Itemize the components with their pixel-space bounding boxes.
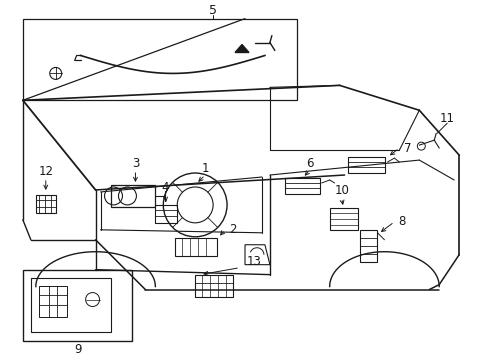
Polygon shape [235,45,248,53]
Text: 3: 3 [131,157,139,170]
Text: 11: 11 [439,112,454,125]
Text: 9: 9 [74,343,81,356]
Bar [39,285,66,318]
Text: 7: 7 [403,141,410,155]
Bar [23,19,296,100]
Text: 13: 13 [246,255,261,268]
Bar [155,205,177,223]
Bar [110,185,155,207]
Bar [285,178,319,194]
Bar [36,195,56,213]
Text: 8: 8 [398,215,405,228]
Bar [347,157,385,173]
Text: 1: 1 [201,162,208,175]
Text: 12: 12 [38,165,53,177]
Bar [175,238,217,256]
Text: 2: 2 [229,223,236,236]
Bar [195,275,233,297]
Text: 5: 5 [209,4,217,17]
Text: 4: 4 [161,181,169,194]
Text: 6: 6 [305,157,313,170]
Bar [359,230,377,262]
Bar [329,208,357,230]
Bar [23,270,132,341]
Text: 10: 10 [333,184,348,197]
Bar [31,278,110,332]
